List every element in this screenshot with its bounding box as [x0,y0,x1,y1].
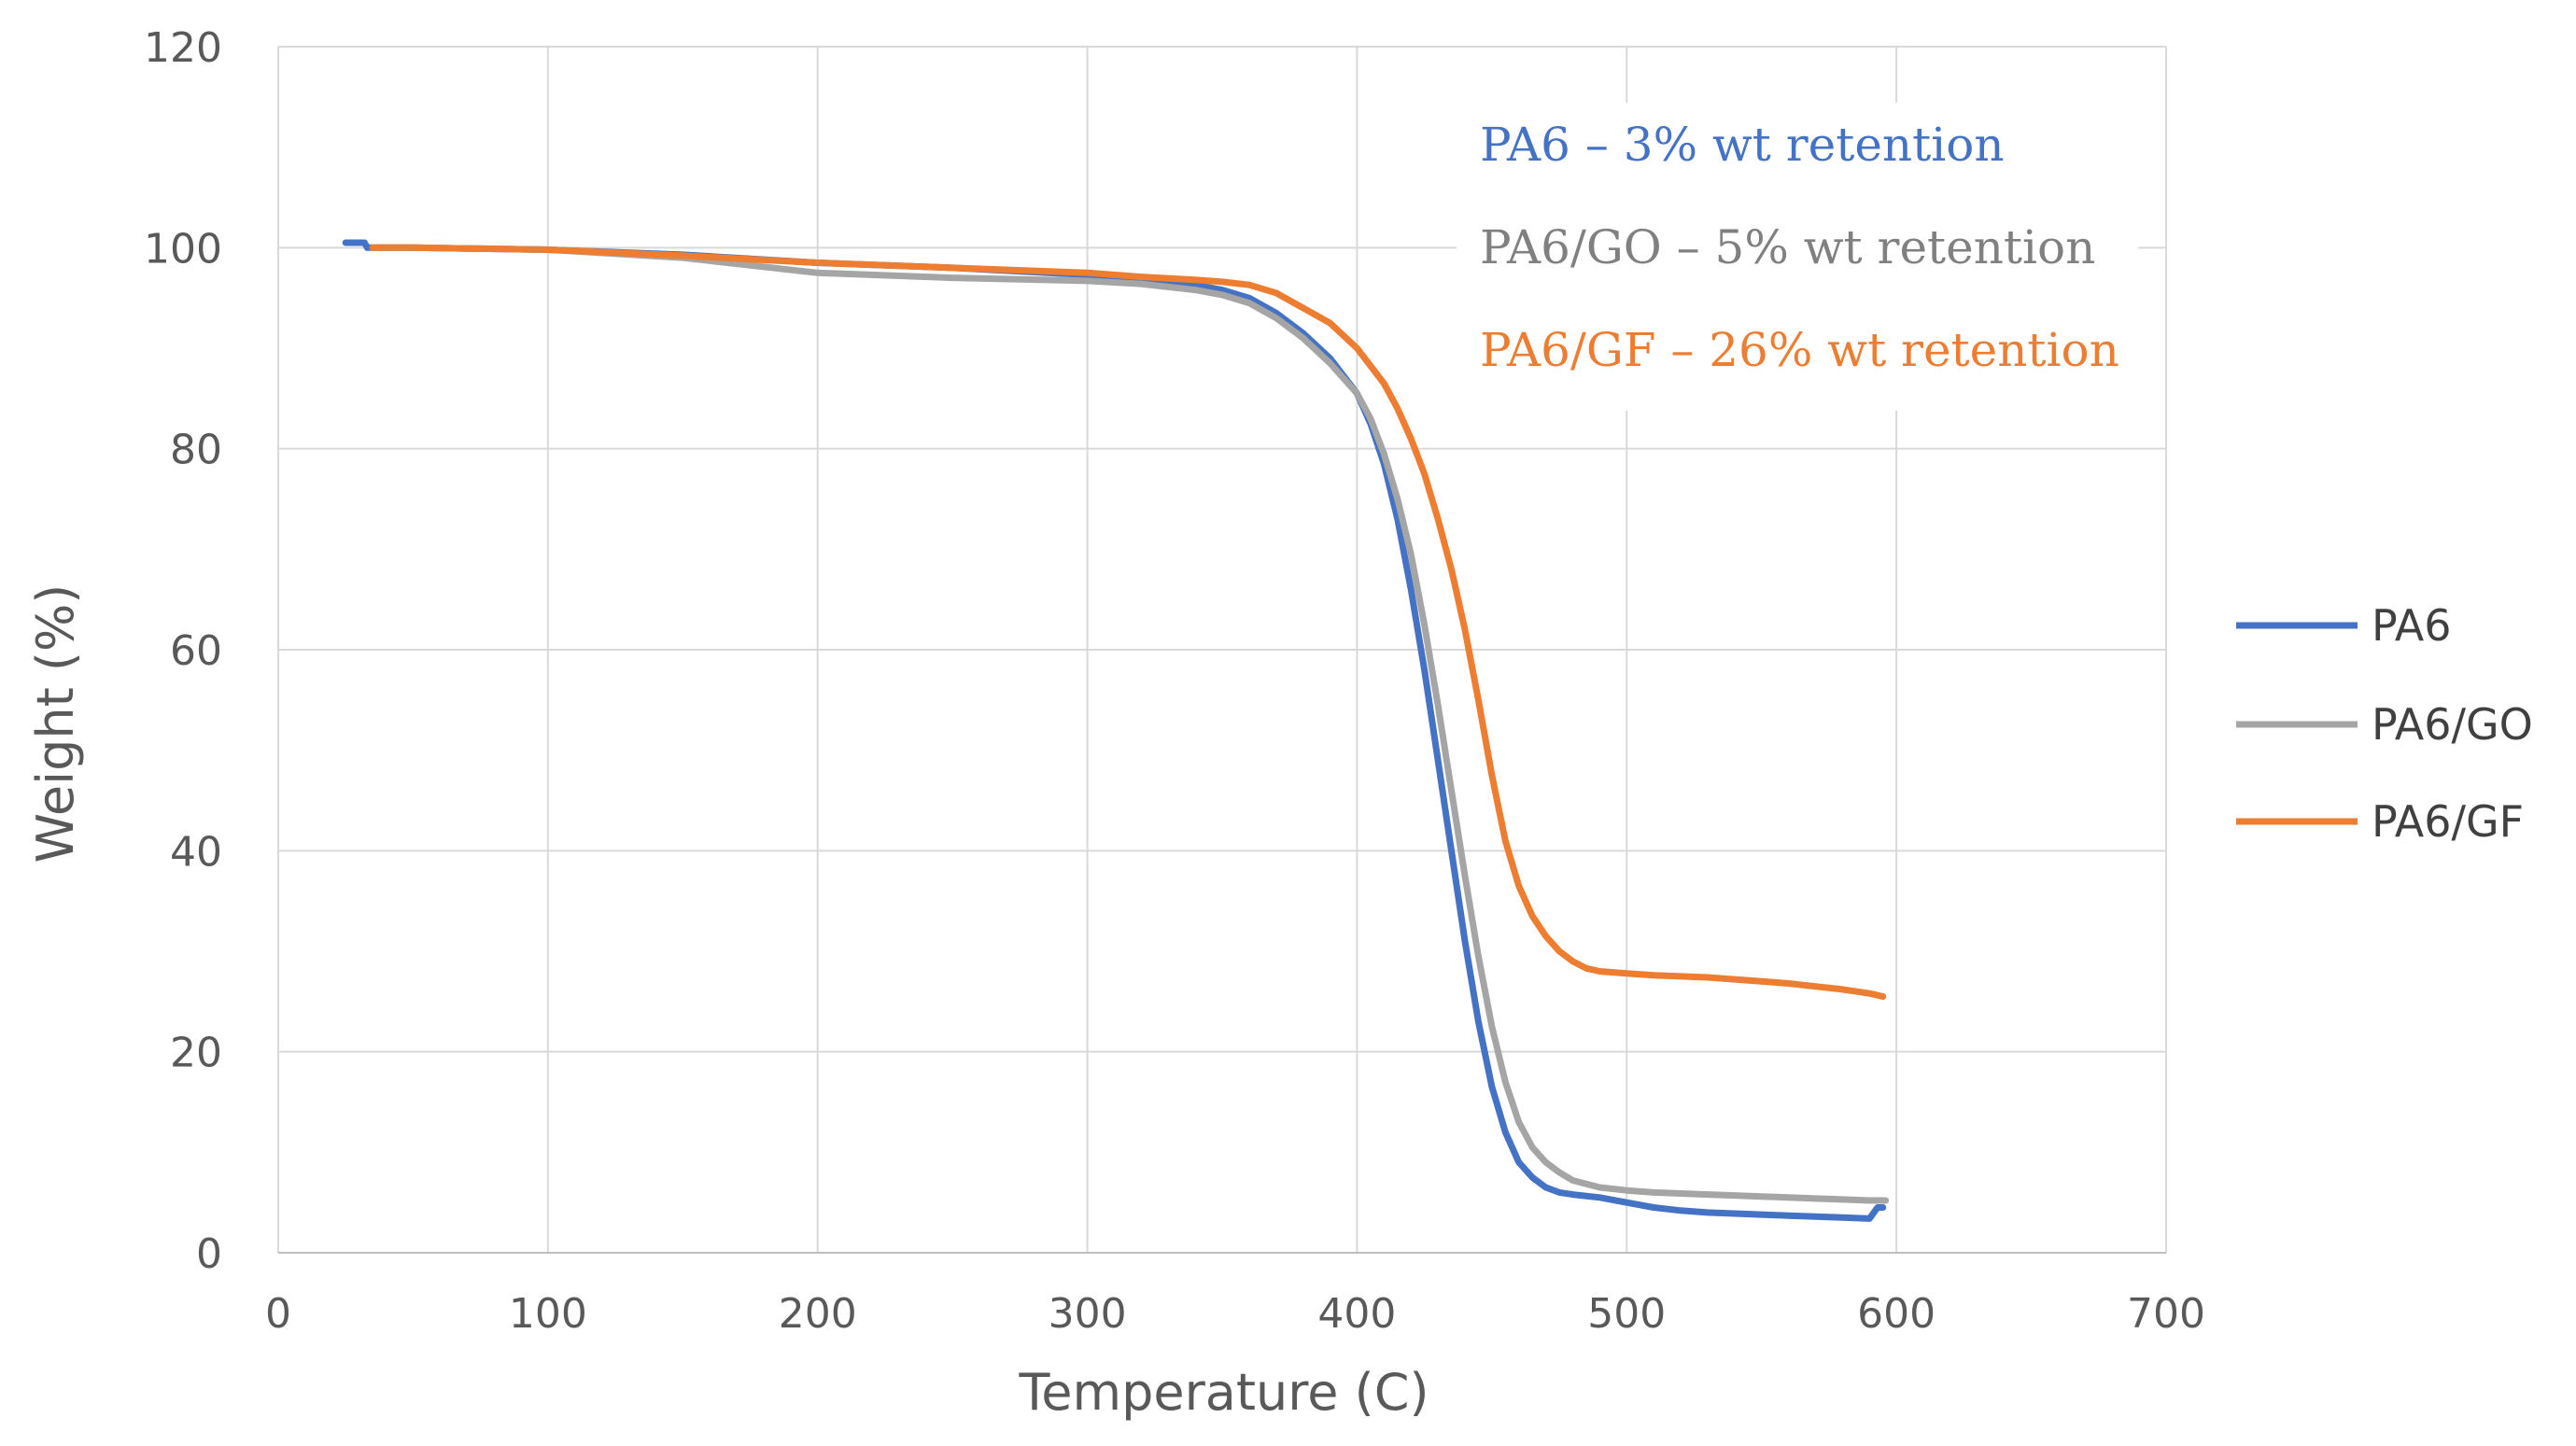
series-line-pa6-go [369,244,1890,1204]
x-tick-label: 400 [1317,1290,1396,1338]
y-tick-label: 80 [170,427,222,474]
x-tick-label: 600 [1857,1290,1936,1338]
x-axis-ticks: 0 100 200 300 400 500 600 700 [265,1290,2205,1338]
y-axis-ticks: 0 20 40 60 80 100 120 [144,24,222,1278]
x-tick-label: 300 [1049,1290,1127,1338]
retention-annotation: PA6/GO – 5% wt retention [1480,220,2095,274]
y-tick-label: 20 [170,1030,222,1077]
retention-annotation: PA6 – 3% wt retention [1480,118,2005,172]
retention-annotation: PA6/GF – 26% wt retention [1480,323,2119,377]
y-tick-label: 40 [170,828,222,876]
legend: PA6 PA6/GO PA6/GF [2236,600,2533,847]
series-lines [342,239,1890,1222]
retention-annotations: PA6 – 3% wt retention PA6/GO – 5% wt rete… [1457,103,2138,411]
y-tick-label: 0 [196,1230,222,1278]
y-tick-label: 120 [144,24,222,72]
series-line-pa6-gf [369,244,1887,1000]
y-tick-label: 60 [170,627,222,675]
x-tick-label: 100 [509,1290,587,1338]
y-axis-title: Weight (%) [26,584,85,863]
legend-label: PA6/GF [2372,796,2524,847]
x-axis-title: Temperature (C) [1018,1363,1429,1422]
x-tick-label: 200 [779,1290,857,1338]
legend-label: PA6/GO [2372,699,2533,750]
legend-label: PA6 [2372,600,2452,651]
x-tick-label: 500 [1587,1290,1666,1338]
x-tick-label: 0 [265,1290,291,1338]
y-tick-label: 100 [144,225,222,273]
x-tick-label: 700 [2127,1290,2205,1338]
annotation-background [1457,103,2138,411]
